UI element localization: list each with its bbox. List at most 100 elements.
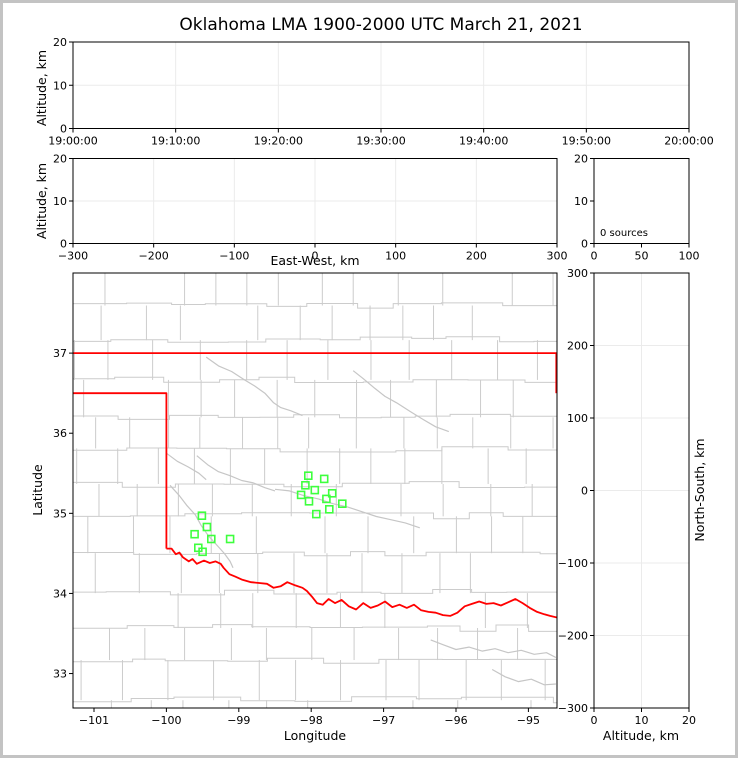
y-tick-label: 300 [567,267,588,280]
station-marker [301,480,310,490]
y-tick-label: 0 [581,485,588,498]
x-tick-label: −99 [227,714,250,727]
x-tick-label: 19:50:00 [562,135,611,148]
x-tick-label: 20:00:00 [664,135,713,148]
x-tick-label: −95 [517,714,540,727]
x-tick-label: −98 [300,714,323,727]
x-tick-label: 300 [547,250,568,263]
y-tick-label: 10 [574,195,588,208]
y-tick-label: 20 [53,153,67,166]
y-tick-label: 0 [60,238,67,251]
county-line [73,336,557,343]
station-marker [207,534,216,544]
station-marker [304,496,314,506]
county-line [73,446,557,453]
y-tick-label: 100 [567,412,588,425]
station-marker [337,499,347,509]
station-marker [327,488,337,498]
ew-height-xlabel: East-West, km [270,253,359,268]
x-tick-label: 0 [312,250,319,263]
y-tick-label: −300 [558,702,588,715]
map-xlabel: Longitude [284,728,346,743]
x-tick-label: 0 [591,714,598,727]
figure-title: Oklahoma LMA 1900-2000 UTC March 21, 202… [179,15,582,35]
y-tick-label: 20 [574,153,588,166]
y-tick-label: 10 [53,195,67,208]
river-line-washita [196,455,276,492]
river-line-sulphur [430,639,557,659]
source-count-annotation: 0 sources [600,228,648,239]
y-tick-label: 33 [53,668,67,681]
y-tick-label: −200 [558,630,588,643]
y-tick-label: 37 [53,347,67,360]
station-marker [310,485,320,495]
panel-ew-height: −300 −200 −100 0 100 200 300 0 10 20 [53,153,568,263]
county-line [73,413,557,420]
x-tick-label: −100 [219,250,249,263]
panel-time-height: 19:00:00 19:10:00 19:20:00 19:30:00 19:40:00… [48,36,713,148]
river-line-arkansas [352,370,450,433]
x-tick-label: 19:30:00 [356,135,405,148]
time-height-ylabel: Altitude, km [34,50,49,126]
river-line-elk [166,452,207,481]
x-tick-label: −96 [444,714,467,727]
x-tick-label: −300 [58,250,88,263]
x-tick-label: −100 [151,714,181,727]
station-marker [311,509,321,519]
station-marker [197,511,207,521]
x-tick-label: 0 [591,250,598,263]
state-border-oklahoma-panhandle-texas-border [73,392,168,549]
county-line [73,657,557,664]
station-marker [225,534,235,544]
panel-source-histogram: 0 50 100 0 10 20 [574,153,700,263]
x-tick-label: 19:00:00 [48,135,97,148]
panel-bg [594,158,689,244]
x-tick-label: 100 [385,250,406,263]
ew-height-ylabel: Altitude, km [34,163,49,239]
y-tick-label: 0 [581,238,588,251]
x-tick-label: 19:20:00 [254,135,303,148]
station-marker [190,529,199,539]
station-marker [319,474,329,484]
y-tick-label: −100 [558,557,588,570]
y-tick-label: 10 [53,79,67,92]
y-tick-label: 36 [53,427,67,440]
river-line-salt-fork [205,356,303,417]
x-tick-label: 19:40:00 [459,135,508,148]
station-marker [324,504,334,514]
panel-bg [73,273,557,708]
map-layers [73,273,557,708]
ns-height-xlabel: Altitude, km [603,728,679,743]
x-tick-label: 100 [679,250,700,263]
river-line-canadian [274,488,420,529]
county-boundaries [73,273,557,708]
river-line-se-texas [491,668,556,686]
county-line [73,589,557,596]
x-tick-label: 20 [682,714,696,727]
panel-plan-map: −101 −100 −99 −98 −97 −96 −95 33 34 35 36 37 [53,272,558,727]
lma-figure-canvas: 19:00:00 19:10:00 19:20:00 19:30:00 19:40:00… [30,15,714,743]
station-marker [322,494,331,504]
station-marker [198,547,207,557]
x-tick-label: −101 [79,714,109,727]
lma-station-locations [190,471,347,557]
station-marker [303,471,313,481]
x-tick-label: 200 [466,250,487,263]
county-line [73,302,557,309]
y-tick-label: 34 [53,587,67,600]
y-tick-label: 0 [60,123,67,136]
panel-ns-height: 0 10 20 300 200 100 0 −100 −200 −300 [558,267,696,727]
map-ylabel: Latitude [30,464,45,516]
state-border-red-river-texas-border [166,547,557,619]
county-line [73,696,557,704]
y-tick-label: 20 [53,36,67,49]
station-marker [202,522,212,532]
x-tick-label: 10 [635,714,649,727]
y-tick-label: 200 [567,340,588,353]
county-line [73,551,557,557]
x-tick-label: 50 [635,250,649,263]
x-tick-label: −200 [139,250,169,263]
panels-root: 19:00:00 19:10:00 19:20:00 19:30:00 19:40:00… [48,36,713,727]
county-line [73,376,557,383]
